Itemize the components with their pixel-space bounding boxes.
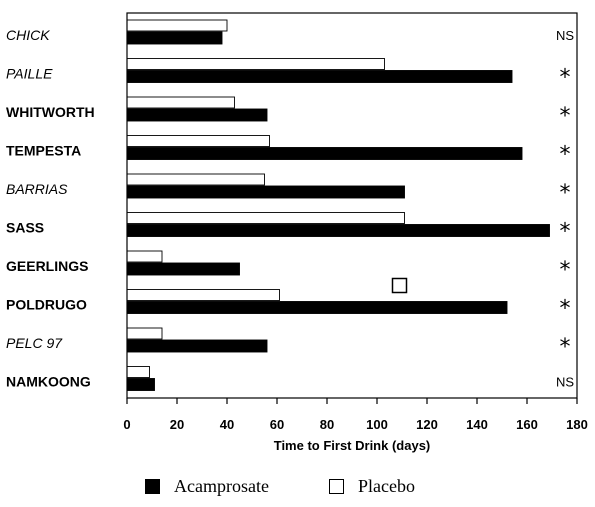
bar-placebo-barrias <box>126 173 265 186</box>
bar-acamprosate-tempesta <box>126 147 523 160</box>
significance-markers: NS * * * * * * * * NS <box>556 28 574 390</box>
bars-layer <box>126 19 550 391</box>
bar-acamprosate-barrias <box>126 185 405 199</box>
category-label-barrias: BARRIAS <box>6 181 68 197</box>
x-tick-label-80: 80 <box>320 417 334 432</box>
bar-acamprosate-geerlings <box>126 262 240 276</box>
category-label-paille: PAILLE <box>6 66 53 82</box>
annotation-open-square-poldrugo <box>391 277 408 294</box>
x-tick-label-40: 40 <box>220 417 234 432</box>
x-tick-label-60: 60 <box>270 417 284 432</box>
category-label-namkoong: NAMKOONG <box>6 374 91 390</box>
x-tick-label-160: 160 <box>516 417 538 432</box>
significance-star-pelc-97: * <box>560 335 571 360</box>
x-tick-label-0: 0 <box>123 417 130 432</box>
x-tick-label-180: 180 <box>566 417 588 432</box>
bar-placebo-poldrugo <box>126 289 280 301</box>
significance-star-poldrugo: * <box>560 297 571 322</box>
significance-star-geerlings: * <box>560 258 571 283</box>
bar-acamprosate-whitworth <box>126 108 268 122</box>
bar-acamprosate-pelc-97 <box>126 339 268 353</box>
bar-placebo-sass <box>126 212 405 224</box>
x-axis-ticks: 0 20 40 60 80 100 120 140 160 180 <box>123 398 588 432</box>
legend-swatch-acamprosate <box>145 479 160 494</box>
x-tick-label-100: 100 <box>366 417 388 432</box>
bar-acamprosate-sass <box>126 224 550 237</box>
bar-placebo-geerlings <box>126 250 163 263</box>
significance-star-whitworth: * <box>560 104 571 129</box>
category-label-sass: SASS <box>6 220 44 236</box>
x-tick-label-140: 140 <box>466 417 488 432</box>
category-label-poldrugo: POLDRUGO <box>6 297 87 313</box>
category-label-tempesta: TEMPESTA <box>6 143 81 159</box>
chart: CHICK PAILLE WHITWORTH TEMPESTA BARRIAS SASS G… <box>6 12 588 453</box>
bar-acamprosate-paille <box>126 70 513 83</box>
bar-acamprosate-chick <box>126 31 223 45</box>
bar-placebo-chick <box>126 19 228 32</box>
category-label-whitworth: WHITWORTH <box>6 104 95 120</box>
bar-acamprosate-poldrugo <box>126 301 508 314</box>
significance-star-paille: * <box>560 66 571 91</box>
bar-acamprosate-namkoong <box>126 378 155 391</box>
legend: Acamprosate Placebo <box>0 476 595 506</box>
significance-ns-namkoong: NS <box>556 375 574 390</box>
bar-placebo-pelc-97 <box>126 327 163 340</box>
bar-placebo-namkoong <box>126 366 150 378</box>
category-label-chick: CHICK <box>6 27 50 43</box>
x-tick-label-20: 20 <box>170 417 184 432</box>
significance-star-sass: * <box>560 220 571 245</box>
bar-placebo-whitworth <box>126 96 235 109</box>
bar-placebo-paille <box>126 58 385 70</box>
legend-swatch-placebo <box>329 479 344 494</box>
bar-placebo-tempesta <box>126 135 270 147</box>
category-label-geerlings: GEERLINGS <box>6 258 88 274</box>
legend-item-placebo: Placebo <box>329 476 415 497</box>
category-label-pelc-97: PELC 97 <box>6 335 63 351</box>
x-tick-label-120: 120 <box>416 417 438 432</box>
legend-label-acamprosate: Acamprosate <box>174 476 269 496</box>
plot-frame <box>126 12 578 399</box>
significance-ns-chick: NS <box>556 28 574 43</box>
significance-star-tempesta: * <box>560 143 571 168</box>
annotations-layer <box>391 277 408 294</box>
legend-item-acamprosate: Acamprosate <box>145 476 269 497</box>
significance-star-barrias: * <box>560 181 571 206</box>
x-axis-title: Time to First Drink (days) <box>274 438 431 453</box>
category-labels: CHICK PAILLE WHITWORTH TEMPESTA BARRIAS SASS G… <box>6 27 95 390</box>
legend-label-placebo: Placebo <box>358 476 415 496</box>
